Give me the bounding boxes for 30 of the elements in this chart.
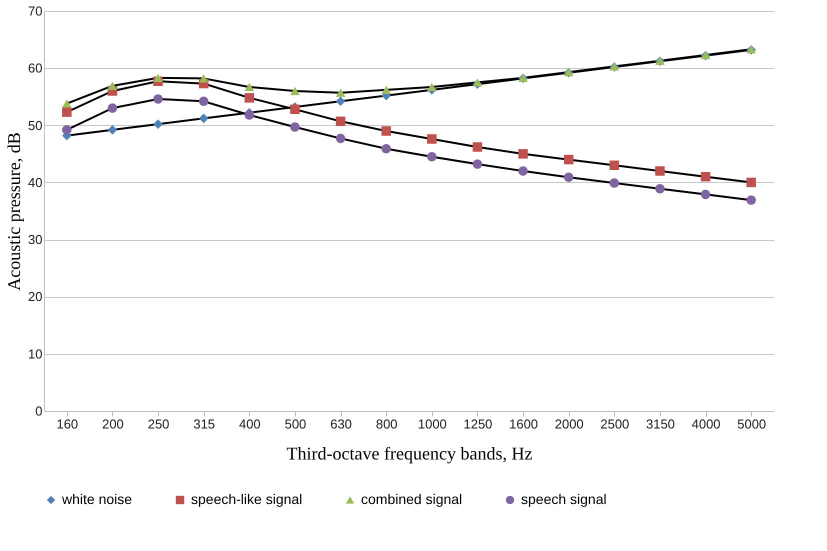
x-tick-label: 630 xyxy=(330,416,352,432)
x-tick-label: 1000 xyxy=(418,416,447,432)
y-tick-label: 40 xyxy=(28,174,42,190)
y-tick-label: 0 xyxy=(35,404,42,418)
x-tick-label: 1600 xyxy=(509,416,538,432)
y-tick-label: 10 xyxy=(28,346,42,362)
y-axis-title: Acoustic pressure, dB xyxy=(4,132,24,291)
x-tick-label: 4000 xyxy=(692,416,721,432)
y-tick-label: 30 xyxy=(28,232,42,248)
x-tick-label: 160 xyxy=(56,416,78,432)
x-tick-label: 400 xyxy=(238,416,261,432)
x-tick-label: 500 xyxy=(284,416,306,432)
y-tick-label: 70 xyxy=(28,4,42,18)
x-tick-label: 3150 xyxy=(646,416,675,432)
x-tick-label: 2000 xyxy=(554,416,584,432)
legend-label: white noise xyxy=(61,491,132,507)
legend-label: combined signal xyxy=(361,491,462,507)
y-tick-label: 60 xyxy=(28,60,42,76)
x-tick-label: 315 xyxy=(193,416,216,432)
x-tick-label: 5000 xyxy=(737,416,766,432)
legend-label: speech signal xyxy=(521,491,607,507)
x-tick-label: 800 xyxy=(376,416,398,432)
y-tick-label: 20 xyxy=(28,289,42,304)
x-tick-label: 200 xyxy=(102,416,124,432)
x-tick-label: 1250 xyxy=(463,416,492,432)
x-tick-label: 250 xyxy=(148,416,170,432)
y-tick-label: 50 xyxy=(28,118,42,133)
x-tick-label: 2500 xyxy=(600,416,630,432)
legend-label: speech-like signal xyxy=(191,491,302,507)
x-axis-title: Third-octave frequency bands, Hz xyxy=(286,444,532,464)
